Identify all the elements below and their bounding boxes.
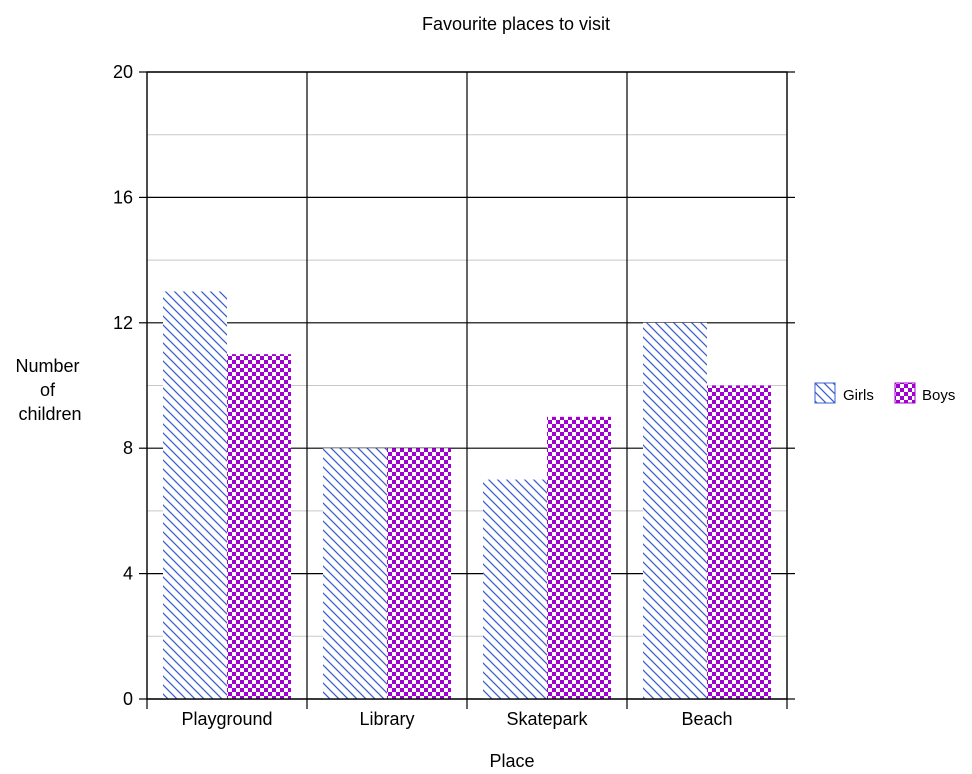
y-axis-label-line-3: children (18, 404, 81, 424)
y-tick-label: 16 (113, 187, 133, 207)
legend-label-girls: Girls (843, 387, 874, 404)
y-tick-label: 8 (123, 438, 133, 458)
y-tick-label: 4 (123, 564, 133, 584)
y-tick-label: 12 (113, 313, 133, 333)
bar-girls-library (323, 448, 387, 699)
legend-swatch-girls (814, 382, 836, 404)
legend-swatch-boys (894, 382, 916, 404)
y-axis-label-line-1: Number (15, 356, 79, 376)
bar-girls-playground (163, 291, 227, 699)
y-axis-ticks: 0 4 8 12 16 20 (113, 62, 795, 709)
bar-girls-skatepark (483, 479, 547, 699)
bar-boys-skatepark (547, 416, 611, 699)
y-axis-label: Number of children (15, 356, 84, 424)
chart-title: Favourite places to visit (422, 14, 610, 34)
x-tick-label: Skatepark (506, 709, 588, 729)
x-axis-ticks: Playground Library Skatepark Beach (146, 699, 788, 729)
bars (163, 291, 771, 699)
legend-label-boys: Boys (922, 387, 955, 404)
legend: Girls Boys (814, 382, 955, 404)
x-tick-label: Playground (181, 709, 272, 729)
x-tick-label: Library (359, 709, 414, 729)
bar-boys-library (387, 448, 451, 699)
bar-girls-beach (643, 322, 707, 699)
y-axis-label-line-2: of (40, 380, 56, 400)
y-tick-label: 20 (113, 62, 133, 82)
x-tick-label: Beach (681, 709, 732, 729)
bar-boys-beach (707, 385, 771, 699)
y-tick-label: 0 (123, 689, 133, 709)
bar-boys-playground (227, 354, 291, 699)
x-axis-label: Place (489, 751, 534, 771)
